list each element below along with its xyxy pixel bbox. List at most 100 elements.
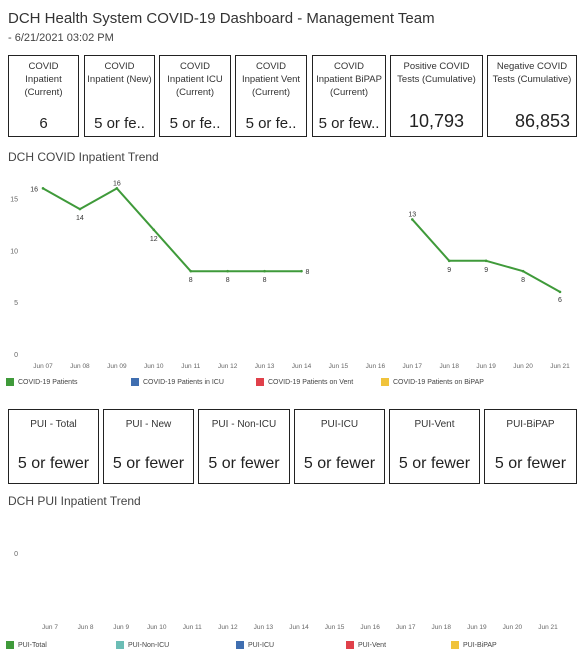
data-point	[78, 207, 82, 211]
x-tick-label: Jun 18	[439, 363, 459, 370]
kpi-value: 10,793	[408, 111, 465, 131]
pui-card: PUI-Vent 5 or fewer	[389, 409, 480, 484]
legend-item[interactable]: PUI-BiPAP	[451, 641, 497, 649]
data-label: 8	[306, 269, 310, 276]
legend-swatch	[6, 641, 14, 649]
kpi-label: Positive COVID Tests (Cumulative)	[397, 61, 476, 85]
pui-label: PUI - New	[125, 419, 172, 430]
covid-inpatient-vent-card: COVID Inpatient Vent (Current) 5 or fe..	[235, 55, 307, 137]
data-label: 6	[558, 297, 562, 304]
positive-tests-card: Positive COVID Tests (Cumulative) 10,793	[390, 55, 483, 137]
y-tick-label: 10	[10, 248, 18, 255]
legend-label: COVID-19 Patients	[18, 378, 78, 386]
data-point	[41, 187, 45, 190]
pui-trend-title: DCH PUI Inpatient Trend	[8, 494, 141, 508]
x-tick-label: Jun 08	[70, 363, 90, 370]
data-point	[447, 259, 451, 263]
covid-inpatient-bipap-card: COVID Inpatient BiPAP (Current) 5 or few.…	[312, 55, 386, 137]
x-tick-label: Jun 09	[107, 363, 127, 370]
kpi-value: 6	[39, 115, 48, 132]
y-tick-label: 0	[14, 551, 18, 558]
data-label: 8	[521, 277, 525, 284]
x-tick-label: Jun 21	[550, 363, 570, 370]
kpi-value: 5 or fe..	[169, 115, 221, 132]
pui-card: PUI-ICU 5 or fewer	[294, 409, 385, 484]
kpi-label: COVID Inpatient Vent (Current)	[241, 61, 301, 98]
kpi-label: COVID Inpatient ICU (Current)	[167, 61, 223, 98]
data-point	[521, 269, 525, 273]
legend-item[interactable]: COVID-19 Patients	[6, 378, 78, 386]
data-label: 16	[113, 180, 121, 187]
kpi-label: Negative COVID Tests (Cumulative)	[492, 61, 572, 85]
pui-value: 5 or fewer	[17, 455, 90, 472]
legend-swatch	[256, 378, 264, 386]
x-tick-label: Jun 17	[403, 363, 423, 370]
kpi-value: 86,853	[514, 111, 570, 131]
x-tick-label: Jun 13	[255, 363, 275, 370]
data-label: 9	[484, 267, 488, 274]
data-point	[189, 269, 193, 273]
legend-swatch	[6, 378, 14, 386]
pui-value: 5 or fewer	[208, 455, 280, 472]
pui-label: PUI-ICU	[320, 419, 359, 430]
x-tick-label: Jun 12	[218, 624, 238, 631]
x-tick-label: Jun 11	[183, 624, 202, 631]
pui-trend-legend: PUI-Total PUI-Non-ICU PUI-ICU PUI-Vent PUI-B…	[6, 641, 582, 651]
legend-item[interactable]: COVID-19 Patients on Vent	[256, 378, 353, 386]
data-label: 12	[150, 236, 158, 243]
data-label: 14	[76, 215, 84, 222]
pui-card: PUI - New 5 or fewer	[103, 409, 194, 484]
x-tick-label: Jun 18	[432, 624, 452, 631]
x-tick-label: Jun 14	[289, 624, 309, 631]
legend-swatch	[346, 641, 354, 649]
x-tick-label: Jun 9	[113, 624, 129, 631]
legend-item[interactable]: PUI-Vent	[346, 641, 386, 649]
legend-item[interactable]: PUI-ICU	[236, 641, 274, 649]
kpi-value: 5 or fe..	[94, 115, 145, 132]
pui-label: PUI - Total	[30, 419, 77, 430]
x-tick-label: Jun 10	[144, 363, 164, 370]
legend-item[interactable]: COVID-19 Patients in ICU	[131, 378, 224, 386]
x-tick-label: Jun 16	[366, 363, 386, 370]
y-tick-label: 5	[14, 300, 18, 307]
x-tick-label: Jun 11	[181, 363, 200, 370]
legend-item[interactable]: PUI-Total	[6, 641, 47, 649]
x-tick-label: Jun 21	[538, 624, 558, 631]
data-point	[484, 259, 488, 263]
covid-inpatient-icu-card: COVID Inpatient ICU (Current) 5 or fe..	[159, 55, 231, 137]
legend-label: PUI-BiPAP	[463, 641, 497, 649]
legend-label: COVID-19 Patients on BiPAP	[393, 378, 484, 386]
legend-swatch	[131, 378, 139, 386]
pui-value: 5 or fewer	[303, 455, 376, 472]
legend-item[interactable]: PUI-Non-ICU	[116, 641, 169, 649]
data-label: 16	[30, 186, 38, 193]
x-tick-label: Jun 19	[467, 624, 487, 631]
data-label: 9	[447, 267, 451, 274]
legend-label: PUI-Non-ICU	[128, 641, 170, 649]
x-tick-label: Jun 10	[147, 624, 167, 631]
legend-label: PUI-ICU	[248, 641, 275, 649]
x-tick-label: Jun 17	[396, 624, 416, 631]
series-line	[411, 218, 561, 293]
pui-trend-chart: 0 Jun 7 Jun 8 Jun 9 Jun 10 Jun 11 Jun 12 Jun 13…	[14, 551, 558, 631]
legend-item[interactable]: COVID-19 Patients on BiPAP	[381, 378, 484, 386]
covid-inpatient-current-card: COVID Inpatient (Current) 6	[8, 55, 79, 137]
kpi-value: 5 or fe..	[245, 115, 297, 132]
legend-swatch	[451, 641, 459, 649]
legend-swatch	[381, 378, 389, 386]
pui-value: 5 or fewer	[398, 455, 471, 472]
kpi-label: COVID Inpatient (Current)	[24, 61, 63, 98]
pui-card: PUI-BiPAP 5 or fewer	[484, 409, 577, 484]
inpatient-trend-chart: 0 5 10 15 Jun 07 Jun 08 Jun 09 Jun 10 Jun 11 Jun …	[10, 180, 570, 370]
data-label: 13	[408, 211, 416, 218]
pui-card: PUI - Non-ICU 5 or fewer	[198, 409, 290, 484]
x-tick-label: Jun 13	[254, 624, 274, 631]
pui-card: PUI - Total 5 or fewer	[8, 409, 99, 484]
negative-tests-card: Negative COVID Tests (Cumulative) 86,853	[487, 55, 577, 137]
legend-label: PUI-Total	[18, 641, 47, 649]
pui-label: PUI - Non-ICU	[211, 419, 277, 430]
series-line	[42, 187, 302, 273]
legend-swatch	[116, 641, 124, 649]
kpi-label: COVID Inpatient BiPAP (Current)	[316, 61, 382, 98]
pui-value: 5 or fewer	[494, 455, 567, 472]
